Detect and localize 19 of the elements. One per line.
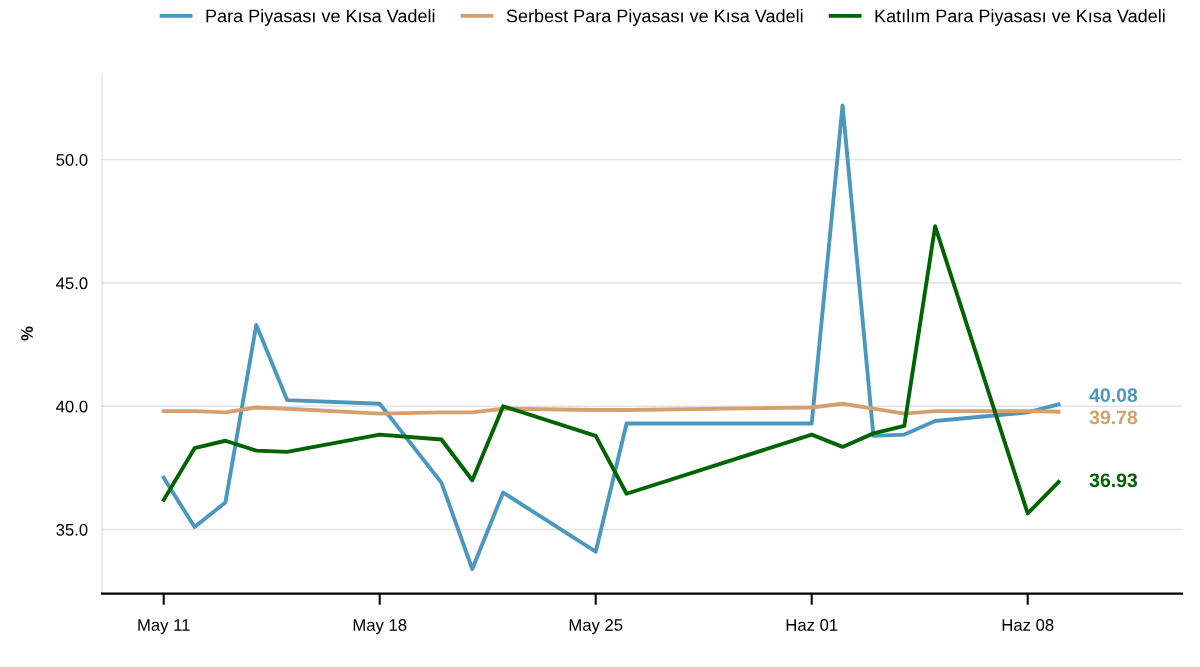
y-tick-label: 35.0: [56, 523, 88, 536]
legend-label: Katılım Para Piyasası ve Kısa Vadeli: [875, 9, 1165, 26]
x-tick-label: May 11: [138, 619, 190, 635]
x-tick-label: Haz 01: [786, 619, 838, 631]
data-label: 40.08: [1089, 388, 1138, 403]
y-tick-label: 45.0: [56, 277, 88, 290]
line-series: [161, 224, 1061, 516]
legend-label: Serbest Para Piyasası ve Kısa Vadeli: [506, 9, 803, 26]
y-axis-title: %: [21, 326, 33, 341]
x-tick-label: May 25: [569, 619, 623, 635]
line-series: [161, 401, 1061, 416]
data-label: 39.78: [1089, 410, 1138, 425]
y-tick-label: 50.0: [56, 154, 88, 166]
legend-label: Para Piyasası ve Kısa Vadeli: [206, 9, 435, 26]
y-tick-label: 40.0: [56, 400, 88, 413]
data-label: 36.93: [1089, 473, 1138, 488]
line-series: [161, 103, 1061, 571]
x-tick-label: May 18: [353, 619, 407, 635]
x-tick-label: Haz 08: [1002, 619, 1054, 631]
